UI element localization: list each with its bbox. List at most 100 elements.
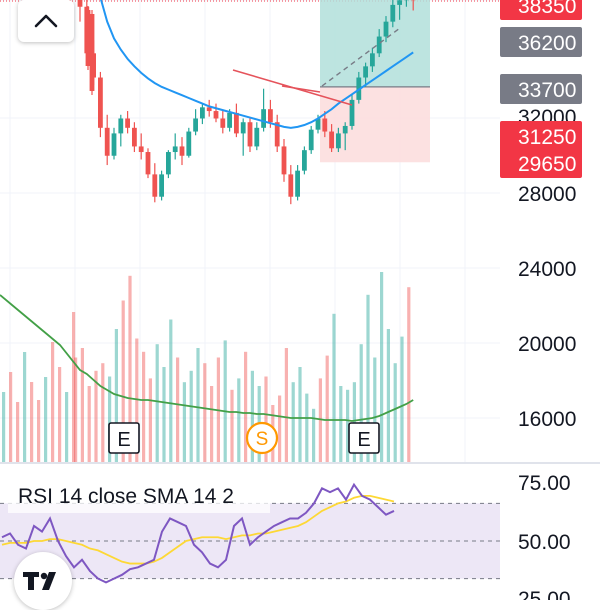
volume-bar [278,396,281,463]
price-axis-tick: 20000 [518,333,576,356]
candle-body [268,109,273,122]
collapse-button[interactable] [18,0,74,42]
candle-body [166,152,171,174]
price-badge-label: 29650 [518,153,576,176]
volume-bar [162,367,165,462]
candle-body [295,171,300,197]
candle-body [90,14,95,91]
tradingview-logo[interactable] [14,552,72,610]
candle-body [377,37,382,54]
volume-ma-line [0,295,413,421]
candle-body [390,5,395,22]
candle-body [200,107,205,118]
volume-bar [58,367,61,462]
tradingview-logo-icon [23,570,63,592]
candle-body [397,0,402,5]
volume-bar [237,378,240,462]
volume-bar [183,382,186,462]
price-badge-label: 38350 [518,0,576,18]
candle-body [302,150,307,170]
candle-body [132,128,137,147]
price-badge-label: 36200 [518,32,576,55]
candle-body [78,0,83,7]
volume-bar [156,344,159,462]
event-marker-earnings[interactable]: E [109,423,139,453]
price-badge: 31250 [500,121,582,151]
volume-bar [44,377,47,462]
volume-bar [149,378,152,462]
event-marker-split[interactable]: S [247,423,277,453]
volume-bar [387,329,390,462]
volume-bar [332,314,335,462]
volume-bar [210,386,213,462]
candle-body [98,78,103,128]
rsi-title: RSI 14 close SMA 14 2 [18,485,234,508]
candle-body [254,128,259,147]
volume-bar [101,363,104,462]
pane-separator [0,462,600,464]
candle-body [384,22,389,37]
candle-body [227,113,232,128]
candle-body [214,111,219,118]
volume-bar [23,352,26,462]
volume-bar [2,392,5,462]
position-stop-zone [320,87,430,162]
volume-bar [380,272,383,462]
split-marker-label: S [256,429,269,450]
price-badge: 38350 [500,0,582,20]
volume-bar [51,342,54,462]
price-badge: 33700 [500,74,582,104]
candle-body [322,119,327,132]
volume-bar [394,363,397,462]
candle-body [241,122,246,133]
price-badge: 29650 [500,148,582,178]
candle-body [234,113,239,133]
candle-body [220,119,225,128]
volume-bar [230,390,233,462]
candle-body [152,174,157,196]
volume-bar [298,367,301,462]
volume-bar [400,337,403,462]
candle-body [309,130,314,150]
volume-bar [37,400,40,462]
candle-body [105,128,110,156]
volume-bar [292,382,295,462]
volume-bar [305,394,308,462]
volume-bar [142,352,145,462]
volume-bar [312,409,315,462]
volume-bar [94,371,97,462]
volume-bar [9,372,12,462]
rsi-axis-tick: 25.00 [518,588,571,600]
candle-body [139,146,144,152]
candle-body [282,146,287,174]
volume-bar [176,358,179,463]
volume-bar [326,356,329,462]
volume-bar [88,386,91,462]
volume-bar [169,320,172,463]
earnings-marker-label: E [357,429,370,451]
volume-bar [285,348,288,462]
candle-body [146,152,151,174]
volume-moving-average [0,295,413,421]
volume-bar [16,402,19,462]
price-axis-tick: 24000 [518,258,576,281]
candle-body [159,174,164,196]
candle-body [186,132,191,156]
position-target-zone [320,0,430,87]
chevron-up-icon [33,13,59,29]
volume-bar [65,392,68,462]
candle-body [363,66,368,77]
volume-bar [81,348,84,462]
price-axis-background [500,0,600,462]
event-marker-earnings[interactable]: E [349,423,379,453]
rsi-axis-tick: 50.00 [518,531,571,554]
candle-body [288,174,293,196]
volume-bar [30,382,33,462]
price-axis-tick: 16000 [518,408,576,431]
price-badge: 36200 [500,27,582,57]
volume-bar [339,386,342,462]
earnings-marker-label: E [117,429,130,451]
price-badge-label: 33700 [518,79,576,102]
